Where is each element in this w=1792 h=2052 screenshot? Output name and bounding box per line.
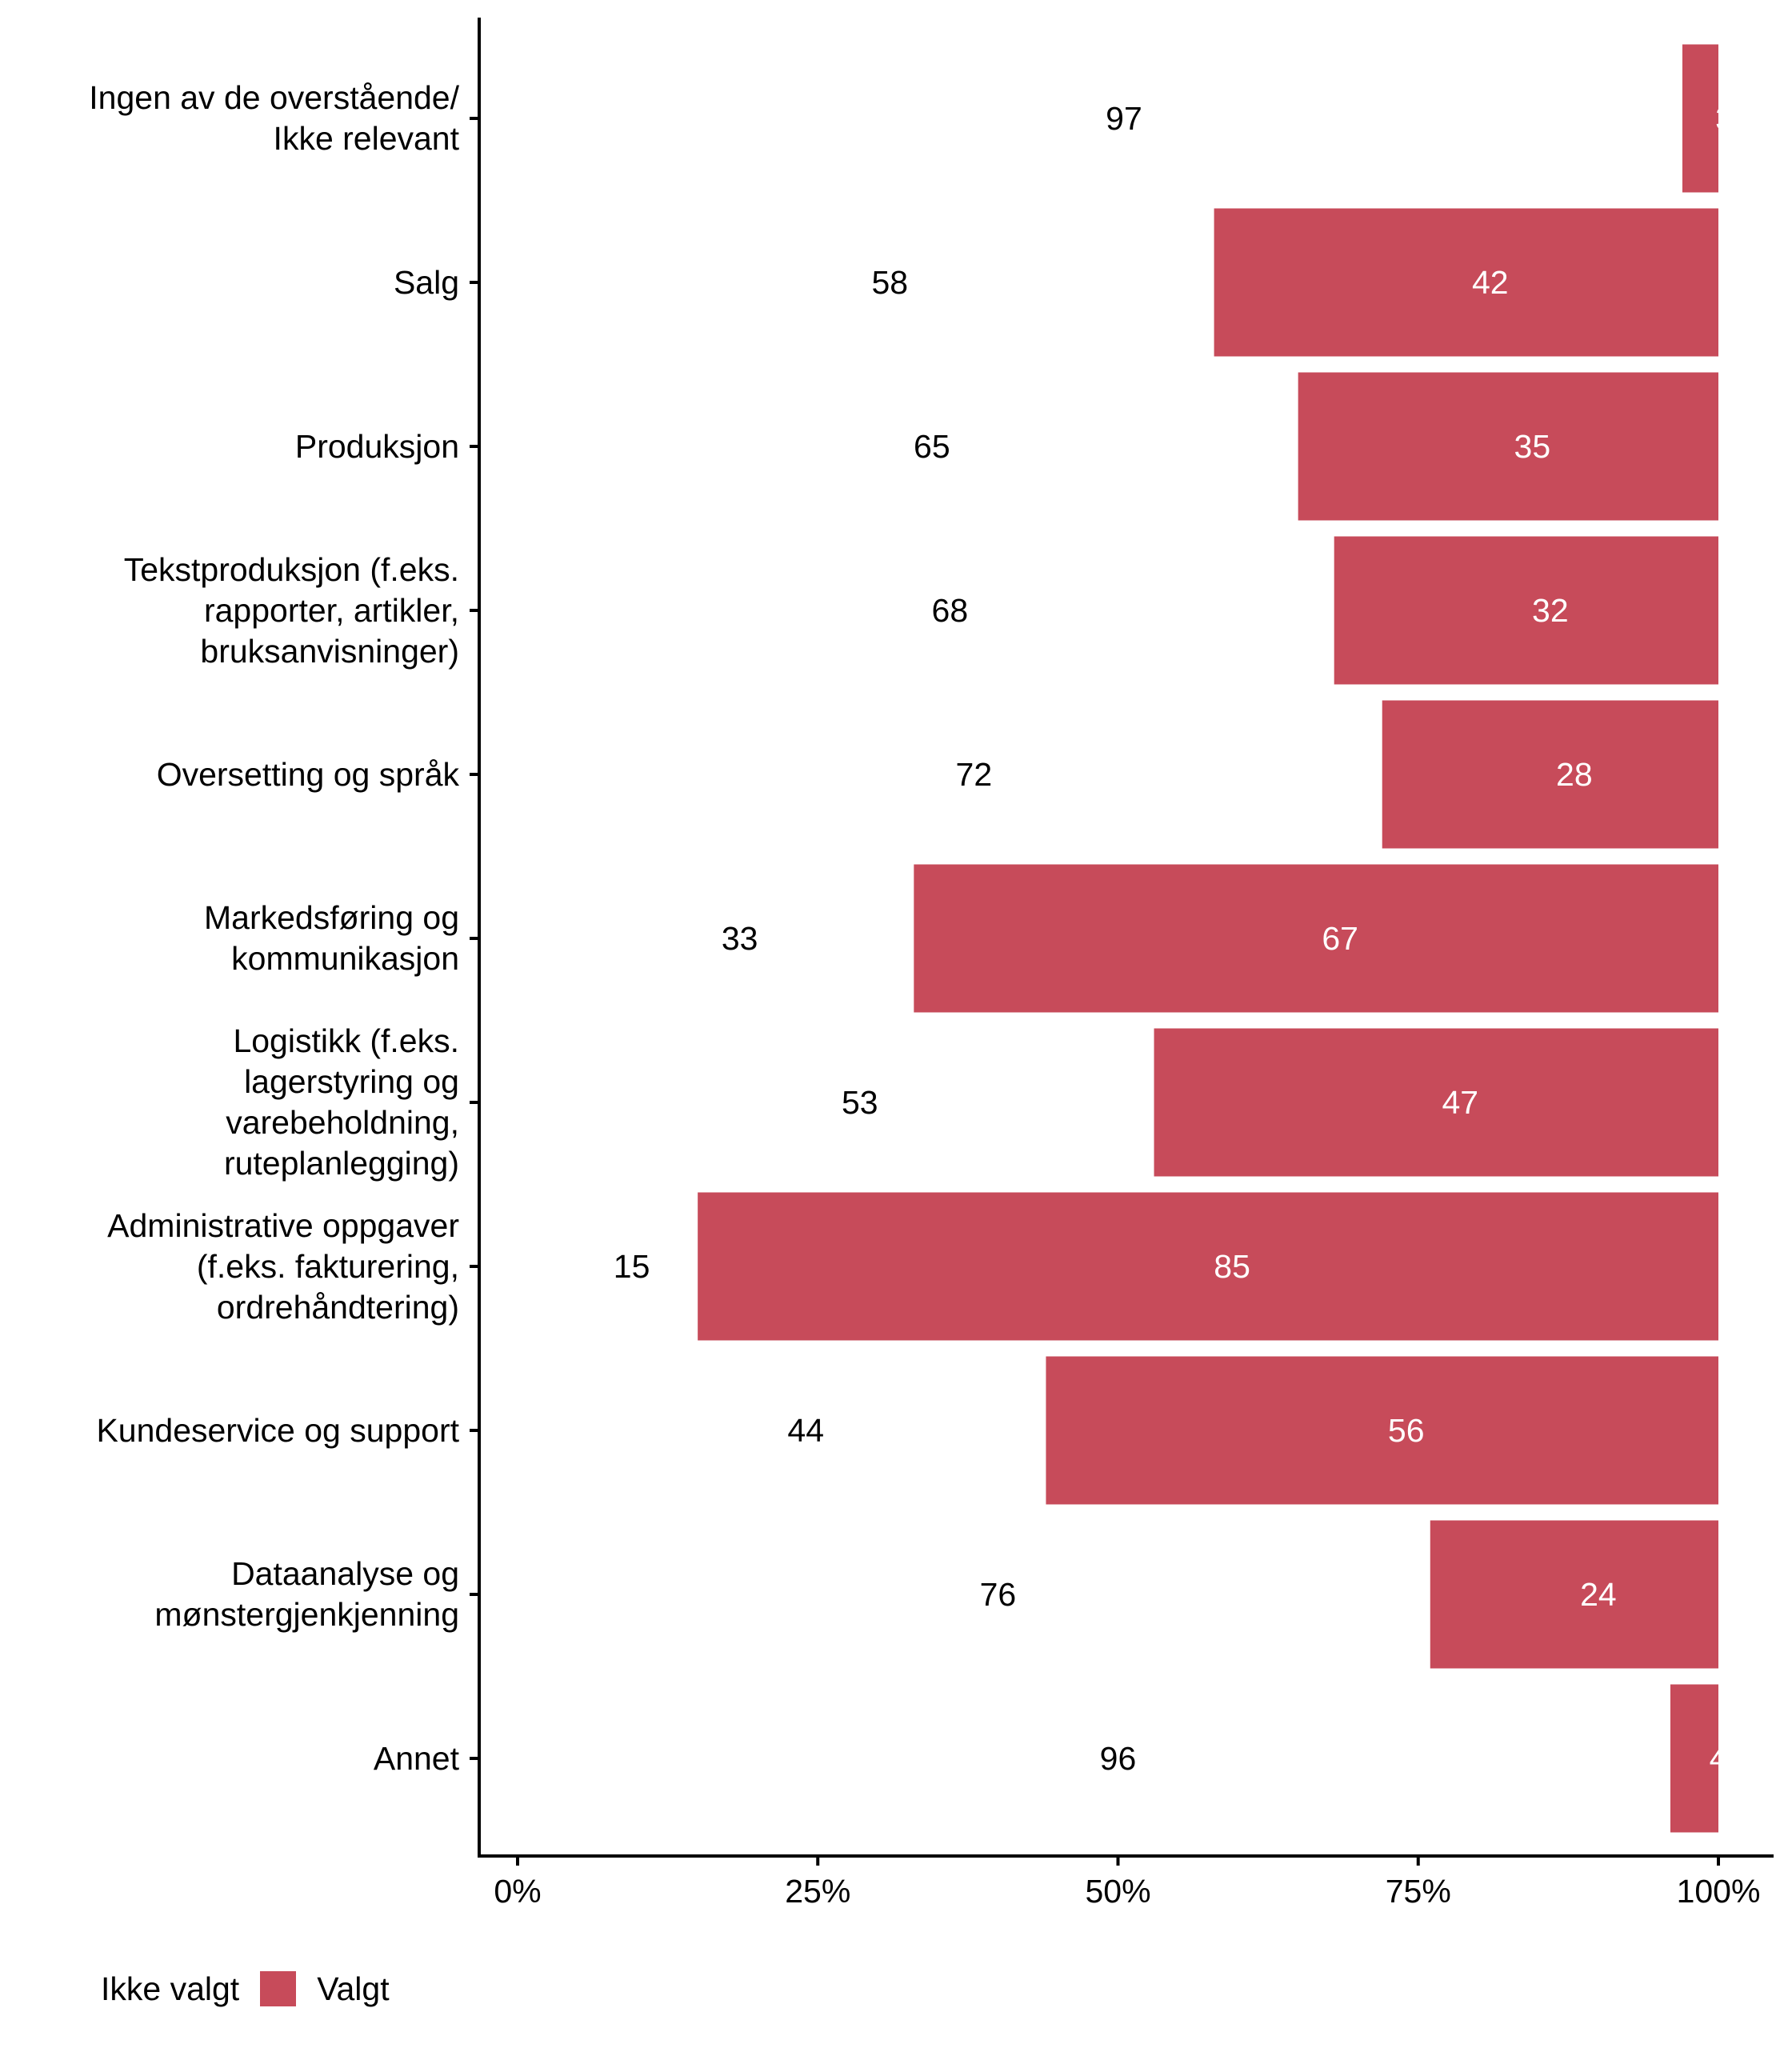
y-axis-label: Logistikk (f.eks. lagerstyring og varebe… (223, 1022, 459, 1182)
legend-key-valgt (260, 1971, 297, 2006)
data-label-valgt: 28 (1556, 756, 1593, 793)
bar-ikke-valgt-salg (518, 208, 1214, 357)
bar-ikke-valgt-annet (518, 1684, 1670, 1833)
x-tick-label: 75% (1386, 1873, 1451, 1910)
bar-ikke-valgt-tekstproduksjon-f-eks-rapporter-artikler-bruksanvisninger (518, 536, 1334, 685)
data-label-valgt: 24 (1580, 1576, 1617, 1613)
data-label-ikke-valgt: 72 (956, 756, 993, 793)
bar-ikke-valgt-administrative-oppgaver-f-eks-fakturering-ordrehåndtering (518, 1192, 698, 1341)
data-label-valgt: 56 (1388, 1412, 1425, 1449)
x-tick-label: 50% (1085, 1873, 1150, 1910)
data-label-valgt: 67 (1322, 920, 1358, 957)
x-tick-label: 100% (1677, 1873, 1761, 1910)
y-axis-label: Annet (373, 1739, 459, 1777)
y-axis-label: Dataanalyse og mønstergjenkjenning (154, 1555, 459, 1633)
bar-ikke-valgt-produksjon (518, 372, 1298, 521)
data-label-valgt: 47 (1442, 1084, 1478, 1121)
bar-ikke-valgt-kundeservice-og-support (518, 1356, 1046, 1505)
bar-ikke-valgt-ingen-av-de-overstående-ikke-relevant (518, 44, 1682, 193)
axes-layer: 0% 25% 50% 75% 100% (470, 18, 1774, 1910)
bar-ikke-valgt-oversetting-og-språk (518, 700, 1382, 849)
y-axis-label: Oversetting og språk (156, 755, 459, 793)
y-axis-label: Tekstproduksjon (f.eks. rapporter, artik… (123, 550, 459, 670)
bar-valgt-ingen-av-de-overstående-ikke-relevant (1682, 44, 1718, 193)
data-label-valgt: 32 (1532, 592, 1569, 629)
x-tick-label: 0% (494, 1873, 541, 1910)
data-label-valgt: 4 (1710, 1740, 1728, 1777)
data-label-valgt: 35 (1514, 428, 1551, 465)
data-label-valgt: 85 (1214, 1248, 1250, 1285)
y-axis-label: Administrative oppgaver (f.eks. fakturer… (107, 1206, 459, 1326)
bar-ikke-valgt-markedsføring-og-kommunikasjon (518, 864, 914, 1013)
y-axis-label: Markedsføring og kommunikasjon (203, 899, 459, 977)
y-axis-label: Ingen av de overstående/ Ikke relevant (89, 79, 459, 157)
data-label-ikke-valgt: 33 (722, 920, 758, 957)
y-axis-label: Salg (393, 263, 459, 301)
data-label-ikke-valgt: 58 (871, 264, 908, 301)
bar-valgt-dataanalyse-og-mønstergjenkjenning (1430, 1520, 1718, 1669)
bar-valgt-logistikk-f-eks-lagerstyring-og-varebeholdning-ruteplanlegging (1154, 1028, 1718, 1177)
legend-label-valgt: Valgt (317, 1970, 390, 2007)
bar-ikke-valgt-dataanalyse-og-mønstergjenkjenning (518, 1520, 1430, 1669)
bars-layer: 97 3 58 42 65 35 68 32 72 28 33 67 53 47 15 85 44 56 76 24 9… (518, 44, 1734, 1833)
bar-valgt-markedsføring-og-kommunikasjon (914, 864, 1718, 1013)
data-label-valgt: 3 (1715, 100, 1734, 137)
y-axis-label: Produksjon (294, 427, 459, 465)
bar-valgt-administrative-oppgaver-f-eks-fakturering-ordrehåndtering (698, 1192, 1718, 1341)
data-label-ikke-valgt: 68 (932, 592, 969, 629)
data-label-ikke-valgt: 96 (1100, 1740, 1137, 1777)
data-label-ikke-valgt: 97 (1106, 100, 1142, 137)
y-axis-label: Kundeservice og support (96, 1411, 459, 1449)
legend: Ikke valgt Valgt (101, 1966, 410, 2011)
data-label-valgt: 42 (1472, 264, 1509, 301)
bar-valgt-produksjon (1298, 372, 1718, 521)
data-label-ikke-valgt: 44 (787, 1412, 824, 1449)
bar-valgt-oversetting-og-språk (1382, 700, 1718, 849)
bar-valgt-tekstproduksjon-f-eks-rapporter-artikler-bruksanvisninger (1334, 536, 1718, 685)
bar-valgt-annet (1670, 1684, 1718, 1833)
data-label-ikke-valgt: 53 (842, 1084, 878, 1121)
bar-ikke-valgt-logistikk-f-eks-lagerstyring-og-varebeholdning-ruteplanlegging (518, 1028, 1154, 1177)
legend-label-ikke-valgt: Ikke valgt (101, 1970, 240, 2007)
x-tick-label: 25% (785, 1873, 850, 1910)
bar-valgt-salg (1214, 208, 1718, 357)
data-label-ikke-valgt: 15 (614, 1248, 650, 1285)
data-label-ikke-valgt: 65 (914, 428, 950, 465)
bar-valgt-kundeservice-og-support (1046, 1356, 1718, 1505)
data-label-ikke-valgt: 76 (980, 1576, 1017, 1613)
